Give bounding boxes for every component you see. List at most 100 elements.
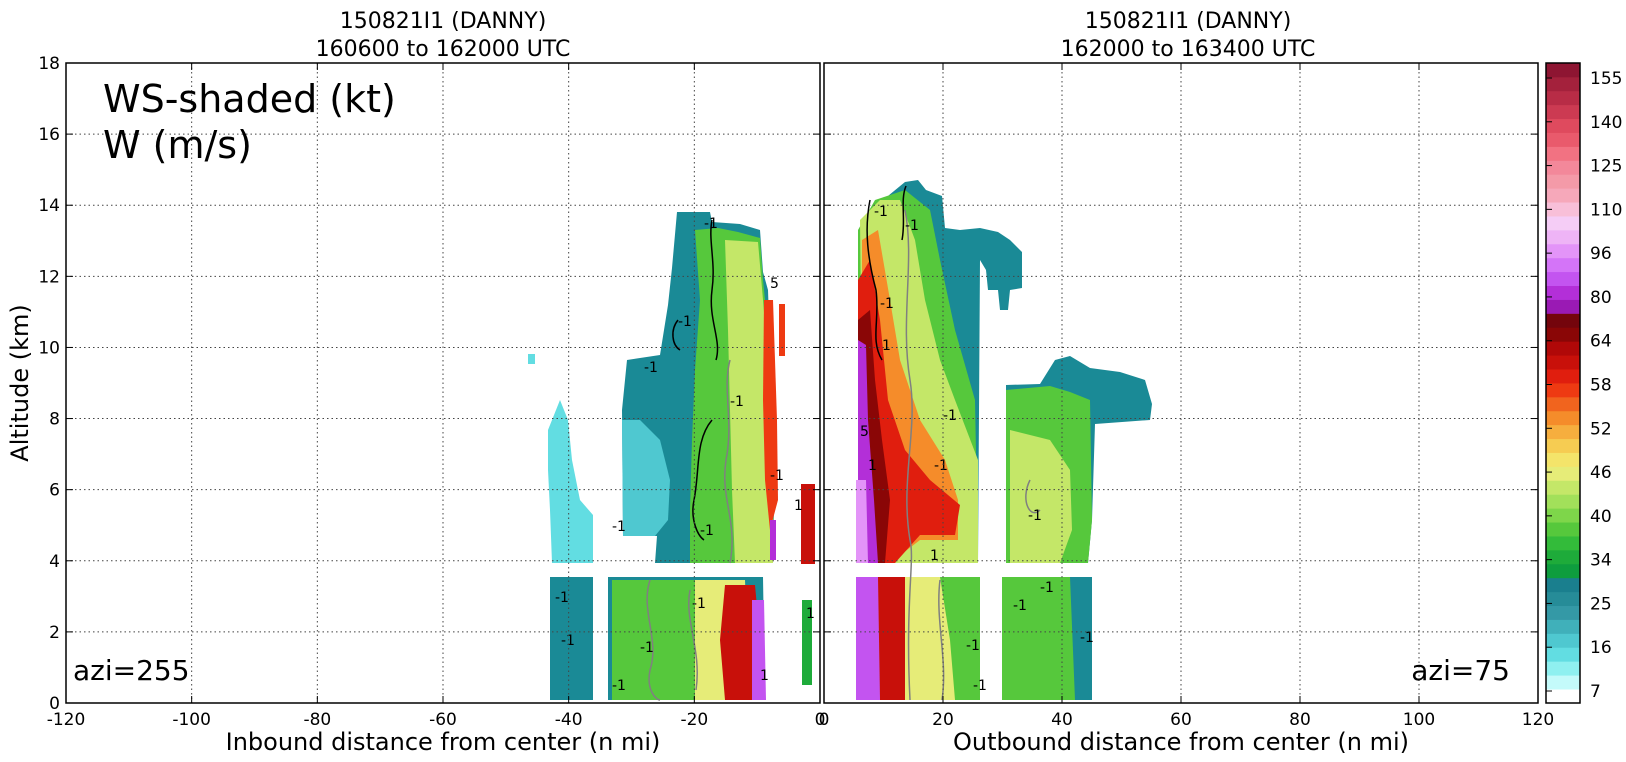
y-tick-label: 0 bbox=[49, 694, 60, 714]
inbound-cyan-region-b bbox=[622, 420, 670, 536]
outbound-lilac bbox=[856, 480, 868, 563]
colorbar-swatch bbox=[1546, 299, 1580, 314]
colorbar-swatch bbox=[1546, 146, 1580, 161]
inbound-contour-labels: -1 -1 -1 -1 -1 -1 -1 -1 -1 1 1 -1 5 -1 -… bbox=[555, 216, 815, 694]
x-tick-label: 40 bbox=[1051, 710, 1073, 730]
colorbar-swatch bbox=[1546, 132, 1580, 147]
contour-label: -1 bbox=[644, 360, 658, 376]
colorbar-swatch bbox=[1546, 494, 1580, 509]
colorbar-tick-label: 80 bbox=[1590, 288, 1612, 308]
contour-label: -1 bbox=[874, 204, 888, 220]
x-tick-label: 0 bbox=[819, 710, 830, 730]
inbound-contour-neg bbox=[710, 219, 719, 361]
colorbar-swatch bbox=[1546, 160, 1580, 175]
contour-label: 1 bbox=[806, 606, 815, 622]
contour-label: 1 bbox=[868, 458, 877, 474]
colorbar-swatch bbox=[1546, 522, 1580, 537]
colorbar-swatch bbox=[1546, 313, 1580, 328]
colorbar-swatch bbox=[1546, 216, 1580, 231]
x-tick-label: -80 bbox=[303, 710, 331, 730]
contour-label: -1 bbox=[966, 638, 980, 654]
contour-label: -1 bbox=[934, 458, 948, 474]
colorbar-swatch bbox=[1546, 174, 1580, 189]
colorbar-tick-label: 40 bbox=[1590, 507, 1612, 527]
contour-label: -1 bbox=[770, 468, 784, 484]
colorbar-tick-label: 125 bbox=[1590, 157, 1622, 177]
colorbar-swatch bbox=[1546, 383, 1580, 398]
colorbar-swatch bbox=[1546, 118, 1580, 133]
colorbar-tick-label: 25 bbox=[1590, 594, 1612, 614]
colorbar-swatch bbox=[1546, 605, 1580, 620]
outbound-x-ticks: 0 20 40 60 80 100 120 bbox=[819, 63, 1554, 730]
colorbar-swatch bbox=[1546, 63, 1580, 78]
panel-outbound: 150821I1 (DANNY) 162000 to 163400 UTC - bbox=[819, 9, 1555, 756]
inbound-subtitle: 160600 to 162000 UTC bbox=[316, 37, 571, 62]
inbound-yellow-region bbox=[725, 240, 773, 563]
outbound-contour-labels: -1 -1 -1 1 -1 1 5 -1 -1 -1 -1 -1 -1 1 -1 bbox=[860, 204, 1094, 694]
colorbar-swatch bbox=[1546, 188, 1580, 203]
y-tick-label: 10 bbox=[38, 338, 60, 358]
outbound-contour-neg bbox=[866, 199, 883, 361]
contour-label: 1 bbox=[882, 338, 891, 354]
colorbar-swatch bbox=[1546, 90, 1580, 106]
inbound-magenta-mid bbox=[770, 520, 776, 560]
contour-label: -1 bbox=[561, 633, 575, 649]
contour-label: 5 bbox=[770, 276, 779, 292]
inbound-title: 150821I1 (DANNY) bbox=[340, 9, 547, 34]
colorbar-swatch bbox=[1546, 563, 1580, 579]
inbound-x-ticks: -120 -100 -80 -60 -40 -20 0 bbox=[47, 63, 826, 730]
outbound-field bbox=[856, 180, 1152, 701]
colorbar-swatch bbox=[1546, 508, 1580, 523]
inbound-magenta-lower bbox=[752, 600, 766, 700]
colorbar-swatch bbox=[1546, 104, 1580, 120]
contour-label: -1 bbox=[700, 523, 714, 539]
x-tick-label: 20 bbox=[932, 710, 954, 730]
inbound-contour-neg bbox=[672, 319, 681, 351]
outbound-subtitle: 162000 to 163400 UTC bbox=[1061, 37, 1316, 62]
colorbar-tick-label: 16 bbox=[1590, 638, 1612, 658]
colorbar-swatch bbox=[1546, 369, 1580, 384]
colorbar-swatch bbox=[1546, 619, 1580, 634]
colorbar-swatch bbox=[1546, 396, 1580, 412]
colorbar-tick-label: 52 bbox=[1590, 419, 1612, 439]
contour-label: -1 bbox=[880, 296, 894, 312]
colorbar-tick-label: 140 bbox=[1590, 113, 1622, 133]
colorbar-swatch bbox=[1546, 229, 1580, 245]
colorbar-tick-label: 64 bbox=[1590, 332, 1612, 352]
contour-label: 1 bbox=[930, 548, 939, 564]
outbound-contour-pos bbox=[1025, 479, 1041, 514]
inbound-grid bbox=[66, 63, 820, 703]
x-tick-label: 0 bbox=[815, 710, 826, 730]
colorbar-swatch bbox=[1546, 689, 1580, 704]
outbound-contour-neg bbox=[901, 185, 907, 241]
colorbar-swatch bbox=[1546, 243, 1580, 259]
colorbar-swatch bbox=[1546, 633, 1580, 648]
outbound-grid bbox=[824, 63, 1538, 703]
inbound-contour-pos bbox=[724, 359, 733, 564]
x-tick-label: -100 bbox=[172, 710, 211, 730]
outbound-magenta-lower bbox=[856, 577, 880, 700]
colorbar-swatch bbox=[1546, 452, 1580, 467]
inbound-red-core bbox=[763, 300, 778, 530]
colorbar-swatch bbox=[1546, 675, 1580, 690]
colorbar-tick-label: 110 bbox=[1590, 200, 1622, 220]
contour-label: -1 bbox=[905, 218, 919, 234]
colorbar-swatch bbox=[1546, 577, 1580, 593]
contour-label: -1 bbox=[612, 519, 626, 535]
inbound-red-lower bbox=[720, 585, 760, 700]
colorbar-swatch bbox=[1546, 536, 1580, 551]
inbound-edge-patch bbox=[779, 304, 785, 356]
y-tick-label: 12 bbox=[38, 267, 60, 287]
contour-label: -1 bbox=[692, 596, 706, 612]
contour-label: -1 bbox=[640, 640, 654, 656]
colorbar-swatch bbox=[1546, 76, 1580, 92]
outbound-x-axis-label: Outbound distance from center (n mi) bbox=[953, 728, 1409, 756]
outbound-title: 150821I1 (DANNY) bbox=[1085, 9, 1292, 34]
colorbar-swatch bbox=[1546, 438, 1580, 453]
inbound-green-lower bbox=[612, 580, 722, 700]
field-title-line2: W (m/s) bbox=[103, 123, 252, 167]
contour-label: -1 bbox=[555, 590, 569, 606]
y-tick-label: 4 bbox=[49, 552, 60, 572]
y-tick-label: 8 bbox=[49, 410, 60, 430]
outbound-contour-pos bbox=[938, 579, 945, 701]
